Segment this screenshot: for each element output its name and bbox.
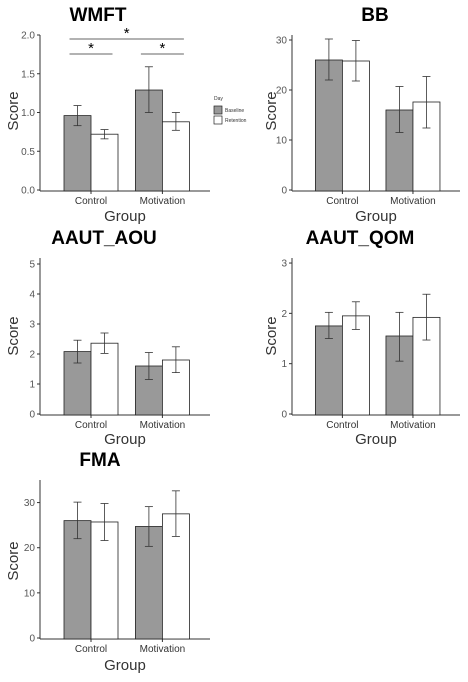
bar-retention-control [341, 315, 370, 416]
y-tick-label: 20 [24, 543, 36, 554]
significance-marker: * [88, 40, 94, 57]
bar-baseline-control [314, 59, 343, 192]
y-tick-label: 0.5 [21, 147, 35, 158]
x-tick-label: Control [75, 196, 107, 207]
legend-label-baseline: Baseline [225, 108, 244, 114]
chart-title: WMFT [70, 5, 127, 26]
x-tick-label: Motivation [140, 196, 186, 207]
x-axis-title: Group [104, 657, 146, 674]
y-axis-title: Score [263, 316, 280, 355]
chart-title: AAUT_QOM [306, 228, 415, 249]
y-tick-label: 1.0 [21, 108, 35, 119]
x-tick-label: Control [326, 420, 358, 431]
x-tick-label: Control [326, 196, 358, 207]
legend-swatch-baseline [213, 105, 223, 115]
x-axis-title: Group [355, 431, 397, 448]
chart-panel-fma: FMA 0 10 20 30 Score Control Motivation Group [5, 450, 210, 674]
y-tick-label: 3 [281, 259, 287, 270]
chart-title: AAUT_AOU [51, 228, 157, 249]
y-tick-label: 30 [24, 498, 36, 509]
y-tick-label: 1.5 [21, 69, 35, 80]
chart-panel-aaut-aou: AAUT_AOU 0 1 2 3 4 5 Score Control MotivationGrou… [5, 228, 210, 448]
bar-baseline-control [63, 115, 92, 192]
bar-retention-control [90, 133, 119, 192]
chart-title: FMA [79, 450, 120, 471]
y-axis-title: Score [263, 91, 280, 130]
y-tick-label: 0 [29, 634, 35, 645]
chart-panel-wmft: WMFT 0.0 0.5 1.0 1.5 2.0 Score Control Motivatio… [5, 5, 210, 225]
y-tick-label: 0 [281, 186, 287, 197]
y-tick-label: 0 [281, 410, 287, 421]
y-axis-title: Score [5, 541, 22, 580]
legend-title: Day [214, 96, 223, 102]
x-tick-label: Control [75, 644, 107, 655]
y-tick-label: 10 [24, 588, 36, 599]
bar-retention-control [90, 342, 119, 416]
y-tick-label: 0 [29, 410, 35, 421]
y-tick-label: 2.0 [21, 31, 35, 42]
y-tick-label: 2 [281, 309, 287, 320]
y-tick-label: 1 [29, 380, 35, 391]
chart-title: BB [361, 5, 388, 26]
y-tick-label: 0.0 [21, 186, 35, 197]
y-tick-label: 2 [29, 350, 35, 361]
x-axis-title: Group [104, 208, 146, 225]
significance-marker: * [124, 25, 130, 42]
y-tick-label: 4 [29, 290, 35, 301]
bar-retention-motivation [161, 121, 190, 192]
x-tick-label: Motivation [140, 420, 186, 431]
x-tick-label: Motivation [140, 644, 186, 655]
y-tick-label: 20 [276, 86, 288, 97]
x-axis-title: Group [355, 208, 397, 225]
y-axis-title: Score [5, 91, 22, 130]
x-tick-label: Motivation [390, 420, 436, 431]
y-axis-title: Score [5, 316, 22, 355]
legend-swatch-retention [213, 115, 223, 125]
y-tick-label: 10 [276, 136, 288, 147]
x-tick-label: Control [75, 420, 107, 431]
legend-label-retention: Retention [225, 118, 247, 124]
y-tick-label: 1 [281, 359, 287, 370]
significance-marker: * [159, 40, 165, 57]
bar-baseline-control [314, 325, 343, 416]
y-tick-label: 3 [29, 320, 35, 331]
x-tick-label: Motivation [390, 196, 436, 207]
y-tick-label: 30 [276, 36, 288, 47]
y-tick-label: 5 [29, 260, 35, 271]
x-axis-title: Group [104, 431, 146, 448]
